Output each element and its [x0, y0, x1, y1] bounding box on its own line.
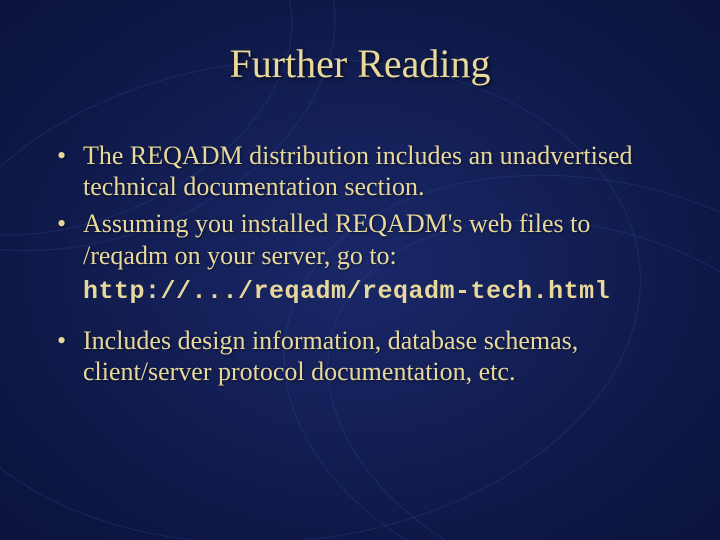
- slide: Further Reading The REQADM distribution …: [0, 0, 720, 540]
- bullet-text: Includes design information, database sc…: [83, 326, 578, 386]
- bullet-item: Includes design information, database sc…: [55, 325, 675, 387]
- slide-body: The REQADM distribution includes an unad…: [55, 140, 675, 393]
- bullet-item: The REQADM distribution includes an unad…: [55, 140, 675, 202]
- bullet-item: Assuming you installed REQADM's web file…: [55, 208, 675, 270]
- code-line: http://.../reqadm/reqadm-tech.html: [83, 277, 675, 307]
- bullet-text: Assuming you installed REQADM's web file…: [83, 209, 590, 269]
- slide-title: Further Reading: [0, 40, 720, 87]
- bullet-text: The REQADM distribution includes an unad…: [83, 141, 633, 201]
- spacer: [55, 307, 675, 325]
